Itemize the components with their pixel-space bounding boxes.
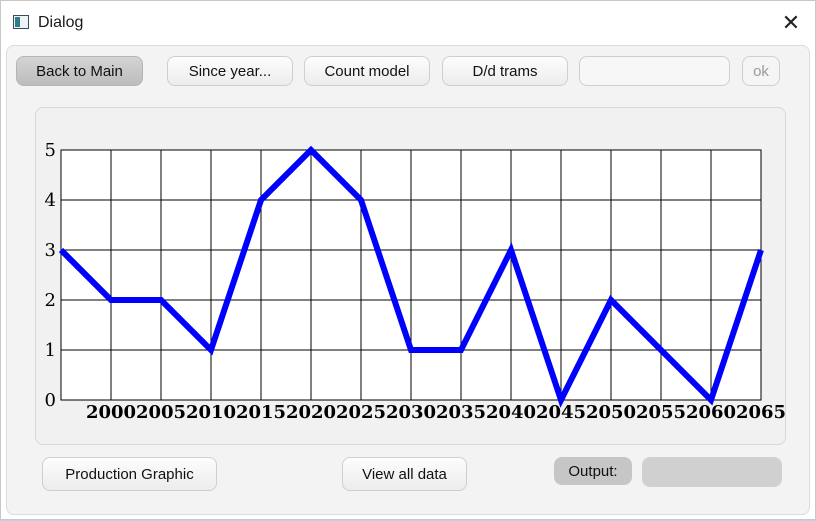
since-year-button[interactable]: Since year... <box>167 56 293 86</box>
dd-trams-button[interactable]: D/d trams <box>442 56 568 86</box>
app-icon <box>13 15 29 29</box>
output-label: Output: <box>554 457 632 485</box>
chart-container <box>35 107 786 445</box>
back-to-main-button[interactable]: Back to Main <box>16 56 143 86</box>
ok-button[interactable]: ok <box>742 56 780 86</box>
window-title: Dialog <box>38 14 84 31</box>
output-field <box>642 457 782 487</box>
close-icon[interactable]: ✕ <box>781 10 801 35</box>
count-model-button[interactable]: Count model <box>304 56 430 86</box>
view-all-data-button[interactable]: View all data <box>342 457 467 491</box>
title-bar[interactable]: Dialog ✕ <box>1 1 815 45</box>
toolbar-input[interactable] <box>579 56 730 86</box>
production-graphic-button[interactable]: Production Graphic <box>42 457 217 491</box>
